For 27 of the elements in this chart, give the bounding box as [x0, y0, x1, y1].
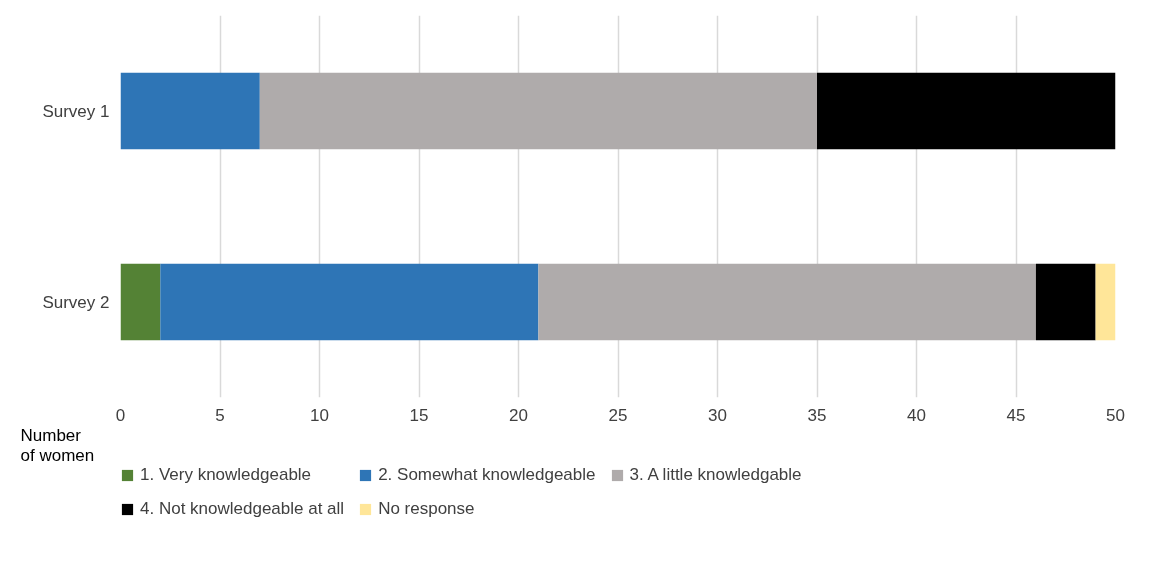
legend-label: 4. Not knowledgeable at all — [140, 499, 345, 519]
x-tick-label: 30 — [708, 405, 727, 425]
x-tick-label: 15 — [409, 405, 429, 425]
y-tick-label: Survey 2 — [42, 292, 110, 312]
bar — [160, 263, 539, 341]
bar — [538, 263, 1036, 341]
y-tick-label: Survey 1 — [42, 101, 110, 121]
x-tick-label: 20 — [509, 405, 528, 425]
x-tick-label: 10 — [310, 405, 329, 425]
bar — [120, 72, 260, 150]
x-tick-label: 25 — [608, 405, 628, 425]
bar — [1095, 263, 1116, 341]
legend-label: 3. A little knowledgable — [629, 465, 802, 485]
legend-label: No response — [378, 499, 475, 519]
bar — [120, 263, 161, 341]
x-tick-label: 40 — [907, 405, 926, 425]
bar — [259, 72, 817, 150]
x-axis-title: Number of women — [20, 425, 95, 466]
x-tick-label: 0 — [115, 405, 126, 425]
x-tick-label: 35 — [807, 405, 827, 425]
legend-label: 2. Somewhat knowledgeable — [378, 465, 596, 485]
bar — [817, 72, 1116, 150]
x-tick-label: 45 — [1006, 405, 1026, 425]
x-tick-label: 50 — [1106, 405, 1125, 425]
legend-label: 1. Very knowledgeable — [140, 465, 312, 485]
x-tick-label: 5 — [215, 405, 225, 425]
bar — [1035, 263, 1096, 341]
